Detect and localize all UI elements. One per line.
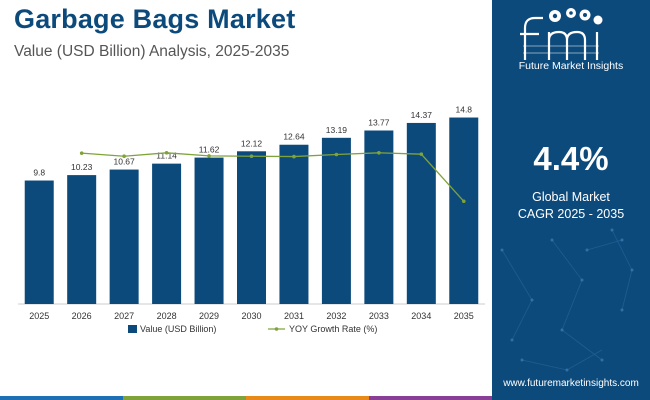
x-tick-2031: 2031 [284,311,304,321]
chart-title: Garbage Bags Market [14,4,296,34]
brand-panel: Future Market Insights 4.4% Global Marke… [492,0,650,400]
bar-label-2033: 13.77 [368,117,390,127]
yoy-point-8 [419,152,424,156]
yoy-growth-line [81,152,465,202]
yoy-point-9 [461,199,466,204]
bar-label-2031: 12.64 [283,132,305,142]
legend-swatch-value [128,325,137,333]
cagr-label-line1: Global Market [532,190,610,204]
chart-subtitle: Value (USD Billion) Analysis, 2025-2035 [14,43,290,60]
bar-2032 [321,137,351,304]
x-tick-2029: 2029 [199,311,219,321]
bar-2030 [237,151,266,304]
x-tick-2027: 2027 [114,311,134,321]
x-tick-2035: 2035 [454,311,474,321]
yoy-point-1 [122,154,126,159]
website-link[interactable]: www.futuremarketinsights.com [503,378,639,389]
bar-label-2035: 14.8 [455,105,472,115]
bar-2033 [364,130,394,304]
x-tick-2033: 2033 [369,311,389,321]
bar-2035 [449,117,479,304]
x-tick-2034: 2034 [411,311,431,321]
bar-2029 [194,157,224,304]
color-strip-1 [0,396,123,400]
yoy-point-0 [79,151,84,155]
legend-label-yoy: YOY Growth Rate (%) [289,324,377,334]
yoy-point-7 [377,151,381,155]
bar-2034 [406,122,436,304]
cagr-value: 4.4% [533,140,609,177]
bar-label-2026: 10.23 [71,162,93,172]
bar-label-2028: 11.14 [156,151,177,161]
x-tick-2028: 2028 [157,311,177,321]
legend-label-value: Value (USD Billion) [140,324,216,334]
bar-label-2027: 10.67 [113,157,135,167]
x-tick-2032: 2032 [326,311,346,321]
yoy-point-5 [292,154,296,159]
panel-texture [500,228,634,372]
bar-2026 [67,175,97,304]
brand-name: Future Market Insights [518,60,624,72]
x-tick-2025: 2025 [29,311,49,321]
color-strip-2 [123,396,246,400]
bar-2027 [109,169,139,304]
yoy-point-6 [334,152,339,157]
bar-label-2034: 14.37 [411,110,433,120]
yoy-point-3 [207,154,211,158]
x-tick-2030: 2030 [241,311,261,321]
bar-2028 [152,163,182,304]
bar-label-2030: 12.12 [241,138,263,148]
color-strip-4 [369,396,492,400]
chart-area: 9.8 2025 10.23 2026 10.67 2027 11.14 2028 11.62 2… [0,85,490,355]
yoy-point-2 [164,151,169,155]
bar-label-2029: 11.62 [199,145,220,155]
fmi-logo-icon [520,8,603,60]
bar-label-2025: 9.8 [33,168,45,178]
bar-2025 [24,180,54,304]
color-strip-3 [246,396,369,400]
x-tick-2026: 2026 [72,311,92,321]
yoy-point-4 [249,154,254,159]
bar-2031 [279,144,309,304]
cagr-label-line2: CAGR 2025 - 2035 [517,207,625,221]
bottom-color-bar [0,396,492,400]
bar-label-2032: 13.19 [326,125,348,135]
legend-dot-yoy [274,327,279,331]
bar-line-chart: 9.8 2025 10.23 2026 10.67 2027 11.14 2028 11.62 2… [18,105,485,334]
